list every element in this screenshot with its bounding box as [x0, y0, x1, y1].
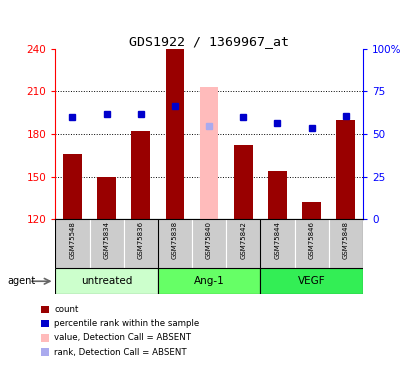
Text: value, Detection Call = ABSENT: value, Detection Call = ABSENT	[54, 333, 191, 342]
Bar	[260, 219, 294, 268]
Bar	[267, 171, 286, 219]
Bar	[124, 219, 157, 268]
Bar	[260, 268, 362, 294]
Text: count: count	[54, 305, 78, 314]
Text: GSM75846: GSM75846	[308, 221, 314, 260]
Bar	[199, 87, 218, 219]
Text: percentile rank within the sample: percentile rank within the sample	[54, 319, 199, 328]
Bar	[55, 219, 89, 268]
Bar	[233, 146, 252, 219]
Text: GSM75548: GSM75548	[69, 221, 75, 259]
Text: GSM75840: GSM75840	[206, 221, 211, 260]
Bar	[226, 219, 260, 268]
Bar	[131, 131, 150, 219]
Title: GDS1922 / 1369967_at: GDS1922 / 1369967_at	[129, 34, 288, 48]
Bar	[301, 202, 320, 219]
Bar	[63, 154, 82, 219]
Bar	[89, 219, 124, 268]
Bar	[328, 219, 362, 268]
Text: VEGF: VEGF	[297, 276, 325, 286]
Bar	[157, 219, 191, 268]
Bar	[191, 219, 226, 268]
Bar	[157, 268, 260, 294]
Bar	[55, 268, 157, 294]
Text: GSM75842: GSM75842	[240, 221, 246, 259]
Bar	[294, 219, 328, 268]
Text: agent: agent	[7, 276, 36, 285]
Text: GSM75834: GSM75834	[103, 221, 109, 260]
Bar	[335, 120, 354, 219]
Bar	[97, 177, 116, 219]
Text: GSM75844: GSM75844	[274, 221, 280, 259]
Text: rank, Detection Call = ABSENT: rank, Detection Call = ABSENT	[54, 348, 186, 357]
Text: Ang-1: Ang-1	[193, 276, 224, 286]
Text: GSM75848: GSM75848	[342, 221, 348, 260]
Text: GSM75836: GSM75836	[137, 221, 144, 260]
Text: untreated: untreated	[81, 276, 132, 286]
Text: GSM75838: GSM75838	[171, 221, 178, 260]
Bar	[165, 49, 184, 219]
